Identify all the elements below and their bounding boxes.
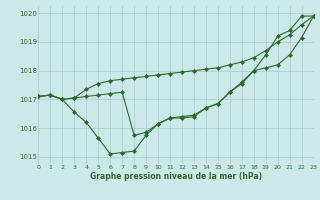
X-axis label: Graphe pression niveau de la mer (hPa): Graphe pression niveau de la mer (hPa) — [90, 172, 262, 181]
